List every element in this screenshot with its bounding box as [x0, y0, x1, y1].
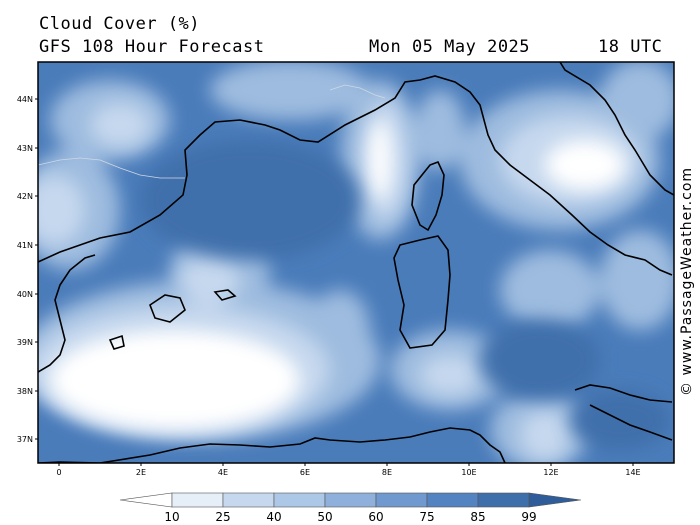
- legend-label: 40: [266, 510, 281, 524]
- latitude-label: 38N: [17, 387, 33, 396]
- coastline-iberia: [38, 254, 96, 373]
- coastline-sicily: [574, 384, 673, 403]
- legend-label: 99: [521, 510, 536, 524]
- cloud-cells-dense: [140, 140, 670, 450]
- longitude-axis: 0 2E 4E 6E 8E 10E 12E 14E: [56, 463, 641, 477]
- coastlines: [38, 62, 674, 463]
- coastline-adriatic: [559, 62, 674, 196]
- legend-swatch: [477, 492, 530, 508]
- coastline-menorca: [213, 289, 237, 301]
- latitude-label: 43N: [17, 144, 33, 153]
- longitude-label: 0: [56, 468, 61, 477]
- site-credit: © www.PassageWeather.com: [679, 166, 695, 396]
- legend-swatch: [426, 492, 479, 508]
- legend-swatch: [375, 492, 428, 508]
- legend-swatch: [171, 492, 224, 508]
- cloud-cells-clear: [50, 120, 625, 430]
- cloud-cover-legend: 10 25 40 50 60 75 85 99: [119, 492, 582, 524]
- coastline-calabria: [589, 404, 673, 441]
- latitude-label: 39N: [17, 338, 33, 347]
- legend-arrow-low: [119, 492, 173, 508]
- longitude-label: 2E: [136, 468, 146, 477]
- legend-label: 10: [164, 510, 179, 524]
- coastline-mallorca: [149, 294, 186, 323]
- latitude-label: 42N: [17, 192, 33, 201]
- longitude-label: 14E: [625, 468, 640, 477]
- legend-label: 75: [419, 510, 434, 524]
- longitude-label: 4E: [218, 468, 228, 477]
- longitude-label: 8E: [382, 468, 392, 477]
- coastline-mainland: [38, 75, 673, 276]
- forecast-date: Mon 05 May 2025: [369, 37, 531, 57]
- map-frame: [37, 61, 675, 464]
- legend-label: 25: [215, 510, 230, 524]
- legend-label: 60: [368, 510, 383, 524]
- forecast-time: 18 UTC: [598, 37, 663, 57]
- coastline-north-africa: [38, 427, 506, 463]
- coastline-corsica: [411, 160, 445, 232]
- longitude-label: 12E: [543, 468, 558, 477]
- latitude-label: 40N: [17, 290, 33, 299]
- longitude-label: 6E: [300, 468, 310, 477]
- legend-label: 50: [317, 510, 332, 524]
- legend-label: 85: [470, 510, 485, 524]
- coastline-ibiza: [108, 334, 125, 350]
- legend-swatch: [324, 492, 377, 508]
- legend-arrow-high: [528, 492, 582, 508]
- forecast-model-label: GFS 108 Hour Forecast: [39, 37, 265, 57]
- legend-swatch: [222, 492, 275, 508]
- latitude-label: 44N: [17, 95, 33, 104]
- latitude-label: 41N: [17, 241, 33, 250]
- coastline-sardinia: [393, 235, 451, 349]
- cloud-field: [38, 62, 674, 463]
- longitude-label: 10E: [461, 468, 476, 477]
- latitude-axis: 44N 43N 42N 41N 40N 39N 38N 37N: [17, 95, 38, 444]
- latitude-label: 37N: [17, 435, 33, 444]
- legend-swatch: [273, 492, 326, 508]
- map-title: Cloud Cover (%): [39, 14, 201, 34]
- country-borders: [38, 84, 386, 179]
